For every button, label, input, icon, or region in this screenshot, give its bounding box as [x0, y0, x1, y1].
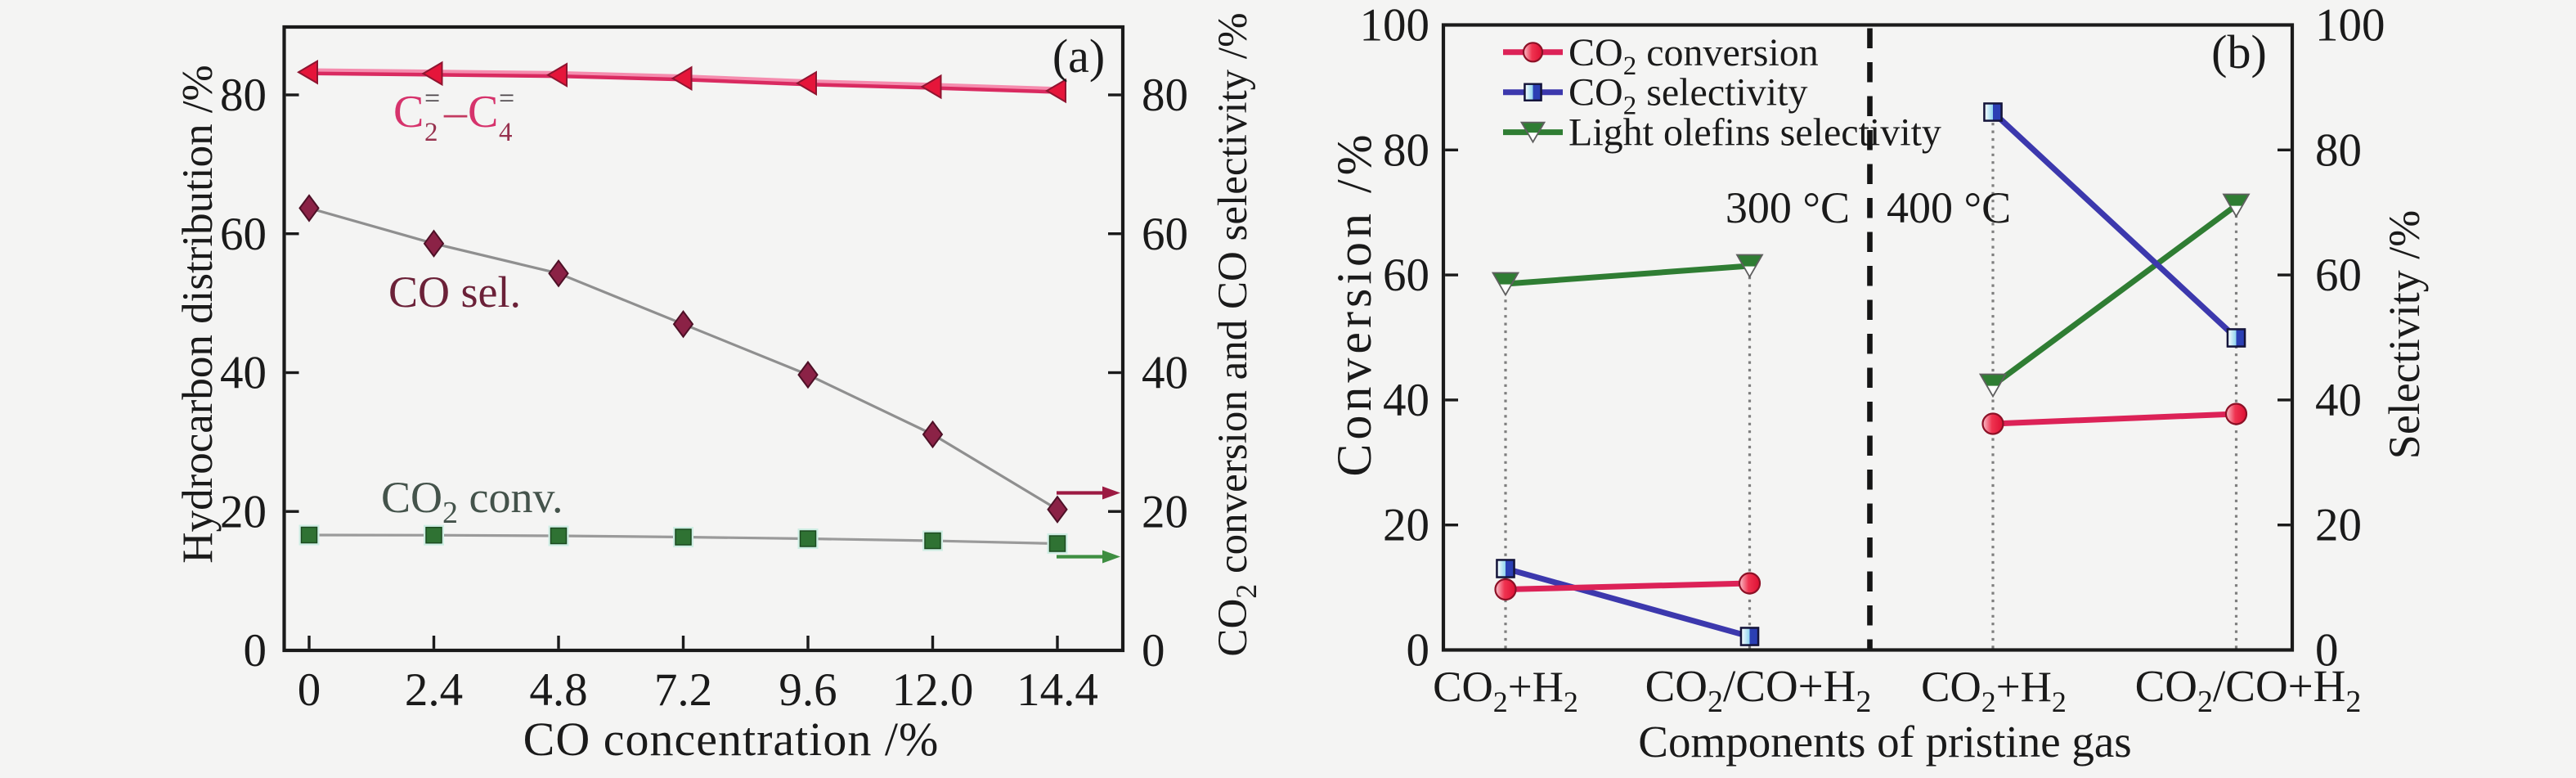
- svg-text:300 °C: 300 °C: [1726, 183, 1850, 232]
- svg-text:60: 60: [1383, 250, 1429, 301]
- svg-text:80: 80: [1383, 124, 1429, 176]
- svg-text:CO2 selectivity: CO2 selectivity: [1568, 71, 1807, 121]
- svg-text:60: 60: [1142, 209, 1188, 260]
- svg-text:4: 4: [499, 118, 513, 147]
- svg-text:C: C: [468, 87, 498, 137]
- svg-text:2.4: 2.4: [405, 664, 463, 716]
- svg-text:0: 0: [298, 664, 321, 716]
- svg-text:400 °C: 400 °C: [1887, 183, 2011, 232]
- svg-text:60: 60: [220, 209, 267, 260]
- svg-text:=: =: [499, 83, 514, 114]
- svg-text:20: 20: [1142, 486, 1188, 537]
- svg-text:Conversion /%: Conversion /%: [1327, 130, 1381, 476]
- svg-text:7.2: 7.2: [654, 664, 712, 716]
- svg-text:CO sel.: CO sel.: [388, 268, 521, 317]
- svg-text:4.8: 4.8: [529, 664, 587, 716]
- svg-text:9.6: 9.6: [779, 664, 837, 716]
- svg-text:–: –: [443, 87, 468, 137]
- svg-text:80: 80: [220, 70, 267, 121]
- svg-text:CO2/CO+H2: CO2/CO+H2: [1645, 661, 1872, 719]
- svg-text:CO concentration /%: CO concentration /%: [523, 713, 940, 766]
- svg-text:40: 40: [220, 348, 267, 399]
- svg-text:100: 100: [2315, 0, 2385, 52]
- svg-text:12.0: 12.0: [892, 664, 974, 716]
- svg-text:(a): (a): [1052, 29, 1105, 83]
- svg-text:C: C: [393, 87, 424, 137]
- svg-text:40: 40: [1142, 348, 1188, 399]
- svg-text:0: 0: [1407, 625, 1430, 677]
- svg-text:100: 100: [1360, 0, 1430, 52]
- svg-text:=: =: [424, 83, 440, 114]
- svg-text:Components of pristine gas: Components of pristine gas: [1638, 717, 2131, 767]
- svg-text:20: 20: [220, 486, 267, 537]
- svg-text:2: 2: [424, 118, 438, 147]
- svg-text:Hydrocarbon distribution /%: Hydrocarbon distribution /%: [174, 65, 222, 563]
- svg-text:CO2 conversion: CO2 conversion: [1568, 31, 1819, 81]
- svg-text:80: 80: [2315, 124, 2362, 176]
- svg-text:CO2/CO+H2: CO2/CO+H2: [2135, 661, 2362, 719]
- svg-text:CO2 conversion and CO selectiv: CO2 conversion and CO selectivity /%: [1210, 12, 1263, 656]
- svg-text:0: 0: [244, 625, 267, 677]
- svg-text:20: 20: [2315, 500, 2362, 551]
- svg-text:0: 0: [1142, 625, 1165, 677]
- svg-text:80: 80: [1142, 70, 1188, 121]
- svg-text:40: 40: [2315, 375, 2362, 426]
- svg-text:0: 0: [2315, 625, 2339, 677]
- svg-text:40: 40: [1383, 375, 1429, 426]
- svg-text:14.4: 14.4: [1016, 664, 1098, 716]
- svg-text:60: 60: [2315, 250, 2362, 301]
- svg-text:Light olefins selectivity: Light olefins selectivity: [1568, 111, 1941, 155]
- svg-text:CO2+H2: CO2+H2: [1921, 663, 2067, 718]
- svg-text:20: 20: [1383, 500, 1429, 551]
- svg-text:CO2 conv.: CO2 conv.: [381, 473, 563, 530]
- svg-text:(b): (b): [2211, 25, 2267, 79]
- svg-text:CO2+H2: CO2+H2: [1433, 663, 1578, 718]
- svg-text:Selectivity /%: Selectivity /%: [2380, 210, 2429, 459]
